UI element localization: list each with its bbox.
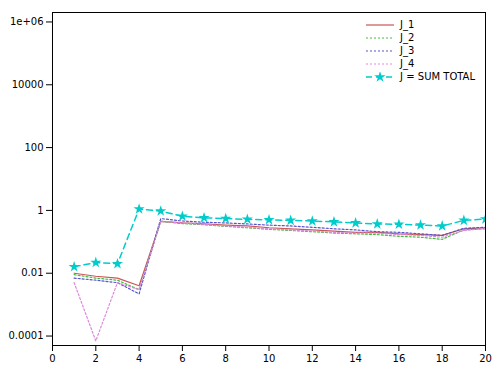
svg-text:18: 18 [436,353,449,364]
svg-text:4: 4 [136,353,142,364]
svg-text:1: 1 [37,205,43,216]
html-text:J_3: J_3 [400,45,415,56]
svg-text:8: 8 [223,353,229,364]
svg-text:10000: 10000 [12,79,44,90]
svg-text:16: 16 [393,353,406,364]
svg-text:14: 14 [349,353,362,364]
html-text:J_2: J_2 [400,32,415,43]
svg-text:0: 0 [49,353,55,364]
svg-text:6: 6 [179,353,185,364]
html-text:J = SUM TOTAL: J = SUM TOTAL [400,71,475,82]
svg-text:0.0001: 0.0001 [9,330,44,341]
svg-text:10: 10 [263,353,276,364]
html-text:J_1: J_1 [400,19,415,30]
svg-text:2: 2 [93,353,99,364]
html-text:J_4: J_4 [400,58,415,69]
svg-text:12: 12 [306,353,319,364]
svg-text:20: 20 [479,353,492,364]
svg-text:0.01: 0.01 [21,267,43,278]
svg-text:1e+06: 1e+06 [10,16,44,27]
svg-text:100: 100 [24,142,43,153]
